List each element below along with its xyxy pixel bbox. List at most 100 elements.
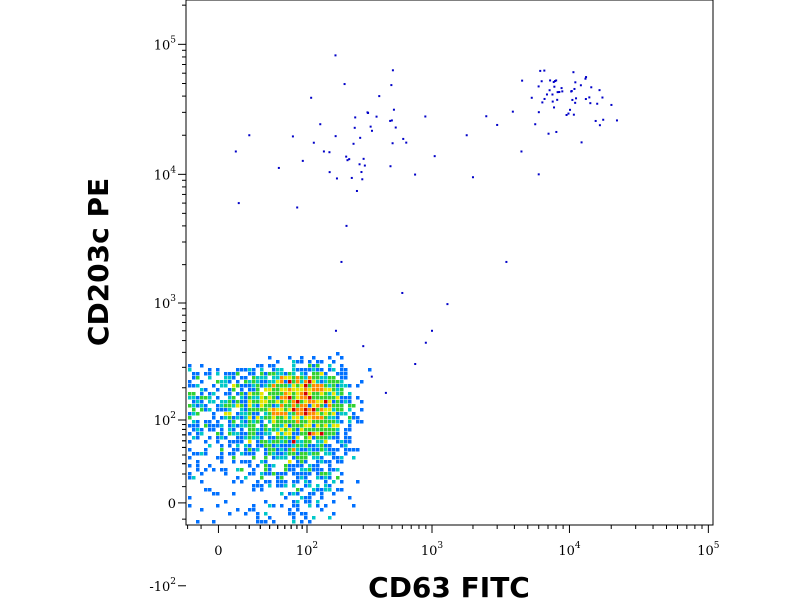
density-bin <box>268 400 272 404</box>
density-bin <box>308 436 312 440</box>
density-bin <box>188 472 192 476</box>
density-bin <box>340 364 344 368</box>
density-bin <box>256 480 260 484</box>
density-bin <box>216 432 220 436</box>
data-point <box>590 86 593 89</box>
density-bin <box>228 376 232 380</box>
density-bin <box>200 452 204 456</box>
data-point <box>558 91 561 94</box>
density-bin <box>368 368 372 372</box>
density-bin <box>192 372 196 376</box>
density-bin <box>348 396 352 400</box>
x-tick-label: 104 <box>558 541 581 559</box>
density-bin <box>268 420 272 424</box>
density-bin <box>200 432 204 436</box>
density-bin <box>320 472 324 476</box>
density-bin <box>284 392 288 396</box>
density-bin <box>288 404 292 408</box>
density-bin <box>300 392 304 396</box>
density-bin <box>320 492 324 496</box>
density-bin <box>272 412 276 416</box>
density-bin <box>192 404 196 408</box>
density-bin <box>236 476 240 480</box>
density-bin <box>332 416 336 420</box>
density-bin <box>276 372 280 376</box>
density-bin <box>340 408 344 412</box>
density-bin <box>344 436 348 440</box>
density-bin <box>252 404 256 408</box>
density-bin <box>320 376 324 380</box>
density-bin <box>216 388 220 392</box>
density-bin <box>292 392 296 396</box>
density-bin <box>288 492 292 496</box>
data-point <box>389 119 392 122</box>
density-bin <box>300 520 304 524</box>
x-tick-label: 102 <box>296 541 318 559</box>
density-bin <box>352 448 356 452</box>
density-bin <box>312 412 316 416</box>
density-bin <box>256 420 260 424</box>
x-tick-label: 105 <box>697 541 720 559</box>
density-bin <box>228 392 232 396</box>
density-bin <box>252 508 256 512</box>
density-bin <box>224 416 228 420</box>
data-point <box>556 91 559 94</box>
density-bin <box>228 428 232 432</box>
density-bin <box>240 468 244 472</box>
density-bin <box>288 512 292 516</box>
density-bin <box>308 368 312 372</box>
density-bin <box>312 432 316 436</box>
data-point <box>248 134 251 137</box>
density-bin <box>284 444 288 448</box>
density-bin <box>296 476 300 480</box>
density-bin <box>320 468 324 472</box>
density-bin <box>256 516 260 520</box>
density-bin <box>320 440 324 444</box>
density-bin <box>284 440 288 444</box>
density-bin <box>192 400 196 404</box>
density-bin <box>188 364 192 368</box>
density-bin <box>288 440 292 444</box>
density-bin <box>320 380 324 384</box>
density-bin <box>196 432 200 436</box>
density-bin <box>304 512 308 516</box>
density-bin <box>328 408 332 412</box>
density-bin <box>204 408 208 412</box>
density-bin <box>328 484 332 488</box>
data-point <box>573 87 576 90</box>
density-bin <box>316 420 320 424</box>
density-bin <box>252 484 256 488</box>
density-bin <box>196 400 200 404</box>
density-bin <box>308 384 312 388</box>
density-bin <box>204 440 208 444</box>
density-bin <box>308 416 312 420</box>
density-bin <box>324 396 328 400</box>
data-point <box>334 135 337 138</box>
density-bin <box>280 432 284 436</box>
density-bin <box>196 424 200 428</box>
density-bin <box>316 412 320 416</box>
density-bin <box>268 468 272 472</box>
density-bin <box>268 408 272 412</box>
density-bin <box>260 440 264 444</box>
density-bin <box>316 368 320 372</box>
density-bin <box>264 464 268 468</box>
density-bin <box>304 384 308 388</box>
x-tick-label: 103 <box>421 541 444 559</box>
density-bin <box>212 424 216 428</box>
density-bin <box>288 448 292 452</box>
density-bin <box>324 428 328 432</box>
data-point <box>553 85 556 88</box>
density-bin <box>200 400 204 404</box>
density-bin <box>244 376 248 380</box>
density-bin <box>272 452 276 456</box>
density-bin <box>192 452 196 456</box>
density-bin <box>280 472 284 476</box>
density-bin <box>276 392 280 396</box>
density-bin <box>300 416 304 420</box>
density-bin <box>316 456 320 460</box>
density-bin <box>244 432 248 436</box>
data-point <box>585 76 588 79</box>
density-bin <box>240 416 244 420</box>
density-bin <box>240 480 244 484</box>
